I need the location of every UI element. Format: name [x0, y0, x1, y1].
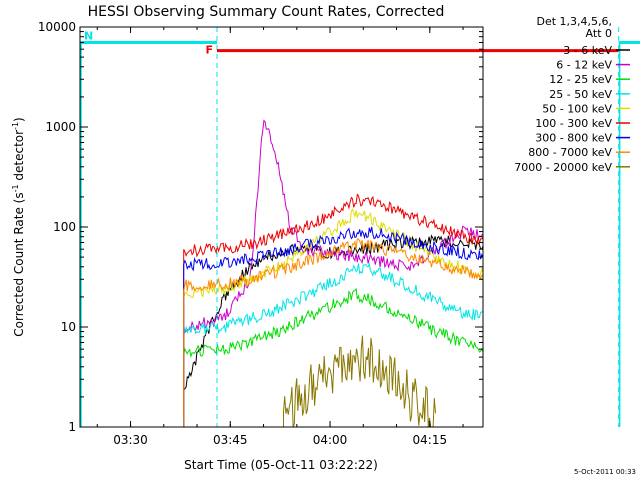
legend-label-5: 100 - 300 keV — [535, 117, 612, 130]
timestamp: 5-Oct-2011 00:33 — [574, 468, 636, 476]
x-axis: 03:30 03:45 04:00 04:15 — [96, 27, 464, 447]
annotation-label-1: N — [84, 29, 93, 42]
y-axis-label: Corrected Count Rate (s-1 detector-1) — [11, 117, 26, 336]
y-axis-label-end: ) — [12, 117, 26, 122]
legend-label-6: 300 - 800 keV — [535, 132, 612, 145]
y-axis-label-sup2: -1 — [11, 122, 20, 130]
legend: Det 1,3,4,5,6,Att 0 3 - 6 keV 6 - 12 keV12… — [514, 15, 630, 174]
legend-label-2: 12 - 25 keV — [549, 73, 612, 86]
y-tick-label-3: 1000 — [45, 120, 76, 134]
legend-label-7: 800 - 7000 keV — [528, 146, 612, 159]
y-axis-label-sup1: -1 — [11, 184, 20, 192]
y-tick-label-0: 1 — [68, 420, 76, 434]
chart-title: HESSI Observing Summary Count Rates, Cor… — [88, 4, 445, 20]
x-tick-label-2: 04:00 — [313, 433, 348, 447]
y-axis-label-mid: detector — [12, 130, 26, 185]
legend-header-1: Att 0 — [586, 27, 612, 40]
legend-label-0: 3 - 6 keV — [563, 44, 612, 57]
y-tick-label-2: 100 — [53, 220, 76, 234]
legend-label-3: 25 - 50 keV — [549, 88, 612, 101]
x-tick-label-0: 03:30 — [113, 433, 148, 447]
x-tick-label-3: 04:15 — [413, 433, 448, 447]
y-axis-label-main: Corrected Count Rate (s — [12, 192, 26, 336]
legend-label-4: 50 - 100 keV — [542, 102, 612, 115]
y-tick-label-1: 10 — [61, 320, 76, 334]
annotations: FN — [80, 27, 640, 427]
x-tick-label-1: 03:45 — [213, 433, 248, 447]
legend-label-8: 7000 - 20000 keV — [514, 161, 612, 174]
series-line-8 — [283, 335, 436, 428]
y-tick-label-4: 10000 — [38, 20, 76, 34]
y-axis: 1 10 100 1000 10000 — [38, 20, 483, 434]
legend-header-0: Det 1,3,4,5,6, — [536, 15, 612, 28]
legend-label-1: 6 - 12 keV — [556, 59, 612, 72]
annotation-label-0: F — [205, 44, 213, 57]
x-axis-label: Start Time (05-Oct-11 03:22:22) — [184, 458, 378, 472]
